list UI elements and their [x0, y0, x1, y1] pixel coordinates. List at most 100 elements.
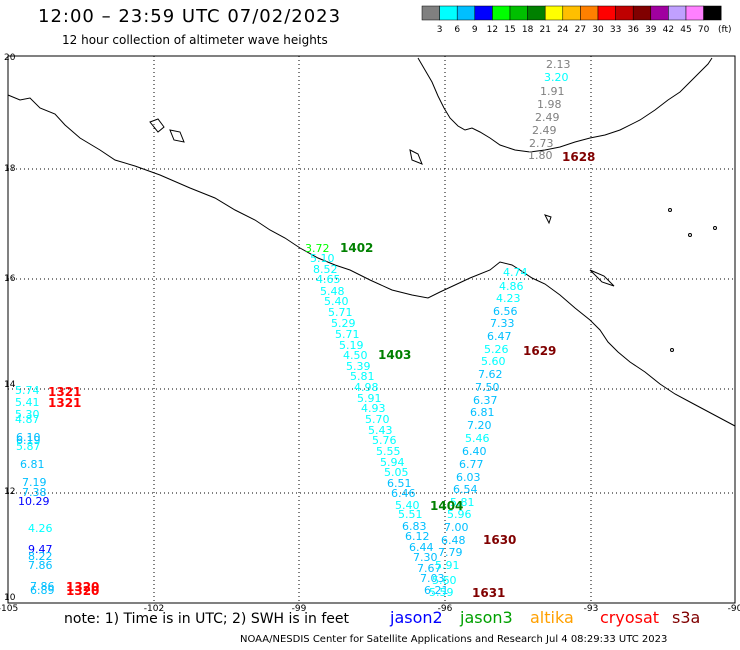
mexico-coastline: [7, 94, 736, 427]
color-swatch: [421, 5, 440, 21]
wave-height-value: 5.76: [372, 434, 397, 447]
wave-height-value: 4.87: [15, 413, 40, 426]
longitude-label: -99: [292, 604, 307, 614]
color-swatch: [456, 5, 476, 21]
color-scale-tick: 36: [627, 25, 639, 35]
wave-height-value: 1.80: [528, 149, 553, 162]
wave-height-value: 5.71: [328, 306, 353, 319]
wave-height-value: 5.30: [15, 408, 40, 421]
color-swatch: [703, 5, 722, 21]
wave-height-value: 4.86: [499, 280, 524, 293]
pass-time-label: 1321: [48, 385, 81, 399]
wave-height-value: 4.26: [28, 522, 53, 535]
wave-height-value: 7.50: [475, 381, 500, 394]
wave-height-value: 7.00: [444, 521, 469, 534]
color-swatch: [650, 5, 669, 21]
latitude-label: 18: [4, 164, 16, 174]
pass-time-label: 1321: [48, 396, 81, 410]
color-scale-tick: 3: [437, 25, 443, 35]
color-scale-tick: 18: [522, 25, 534, 35]
color-scale-tick: 12: [487, 25, 498, 35]
longitude-label: -102: [144, 604, 164, 614]
wave-height-value: 6.89: [30, 584, 55, 597]
wave-height-value: 5.81: [450, 496, 475, 509]
color-swatch: [632, 5, 652, 21]
axis-labels: 20 18 16 14 12 10-105 -102 -99 -96 -93 -90: [0, 53, 740, 614]
wave-height-value: 6.46: [391, 487, 416, 500]
wave-height-value: 5.91: [435, 559, 460, 572]
color-swatch: [562, 5, 581, 21]
wave-height-value: 5.41: [15, 396, 40, 409]
latitude-label: 10: [4, 593, 16, 603]
pass-time-label: 1402: [340, 241, 373, 255]
color-swatch: [580, 5, 599, 21]
wave-height-value: 5.19: [339, 339, 364, 352]
color-scale-tick: 15: [504, 25, 515, 35]
satellite-name-jason3: jason3: [460, 608, 513, 627]
pass-time-label: 1320: [66, 580, 99, 594]
pass-time-label: 1403: [378, 348, 411, 362]
wave-height-value: 5.60: [481, 355, 506, 368]
color-scale-tick: 45: [680, 25, 691, 35]
wave-height-value: 8.22: [28, 550, 53, 563]
color-swatch: [492, 5, 511, 21]
wave-height-value: 6.37: [473, 394, 498, 407]
wave-height-value: 6.54: [453, 483, 478, 496]
wave-height-value: 7.03: [420, 572, 445, 585]
wave-height-value: 5.51: [398, 508, 423, 521]
color-swatch: [439, 5, 458, 21]
latitude-label: 16: [4, 274, 16, 284]
color-scale-tick: 70: [698, 25, 710, 35]
wave-height-value: 5.91: [357, 392, 382, 405]
longitude-label: -93: [584, 604, 599, 614]
color-scale-tick: 9: [472, 25, 478, 35]
wave-height-value: 5.26: [484, 343, 509, 356]
legend-note: note: 1) Time is in UTC; 2) SWH is in fe…: [64, 611, 350, 627]
wave-height-value: 2.73: [529, 137, 554, 150]
wave-height-value: 5.55: [376, 445, 401, 458]
wave-height-value: 4.65: [316, 273, 341, 286]
pass-time-label: 1628: [562, 150, 595, 164]
wave-height-value: 5.46: [465, 432, 490, 445]
wave-height-value: 4.50: [343, 349, 368, 362]
wave-height-value: 7.20: [467, 419, 492, 432]
color-scale-tick: 42: [663, 25, 674, 35]
wave-height-value: 9.47: [28, 543, 53, 556]
wave-height-value: 5.81: [350, 370, 375, 383]
color-swatch: [597, 5, 616, 21]
yucatan-coastline: [417, 57, 713, 153]
color-swatch: [527, 5, 546, 21]
wave-height-value: 5.43: [368, 424, 393, 437]
credit-line: NOAA/NESDIS Center for Satellite Applica…: [240, 634, 668, 645]
color-swatch: [615, 5, 634, 21]
color-swatch: [685, 5, 704, 21]
wave-height-value: 7.79: [438, 546, 463, 559]
wave-height-value: 6.47: [487, 330, 512, 343]
satellite-name-cryosat: cryosat: [600, 608, 660, 627]
wave-height-value: 7.86: [30, 580, 55, 593]
color-scale-tick: 27: [575, 25, 586, 35]
latitude-label: 20: [4, 53, 16, 63]
wave-height-value: 7.30: [413, 551, 438, 564]
wave-height-value: 7.38: [22, 486, 47, 499]
wave-height-value: 4.98: [354, 381, 379, 394]
wave-height-value: 7.62: [478, 368, 503, 381]
wave-height-value: 4.74: [503, 266, 528, 279]
wave-height-value: 5.70: [365, 413, 390, 426]
wave-height-value: 5.10: [310, 252, 335, 265]
satellite-name-altika: altika: [530, 608, 574, 627]
wave-height-value: 6.51: [387, 477, 412, 490]
wave-height-value: 5.74: [15, 384, 40, 397]
pass-time-label: 1404: [430, 499, 463, 513]
wave-height-value: 1.91: [540, 85, 565, 98]
color-swatch: [509, 5, 528, 21]
wave-height-value: 5.05: [384, 466, 409, 479]
wave-height-value: 5.60: [432, 574, 457, 587]
wave-height-value: 6.56: [493, 305, 518, 318]
color-scale-tick: 33: [610, 25, 621, 35]
color-swatch: [544, 5, 564, 21]
wave-height-value: 6.44: [409, 541, 434, 554]
wave-height-value: 7.19: [22, 476, 47, 489]
